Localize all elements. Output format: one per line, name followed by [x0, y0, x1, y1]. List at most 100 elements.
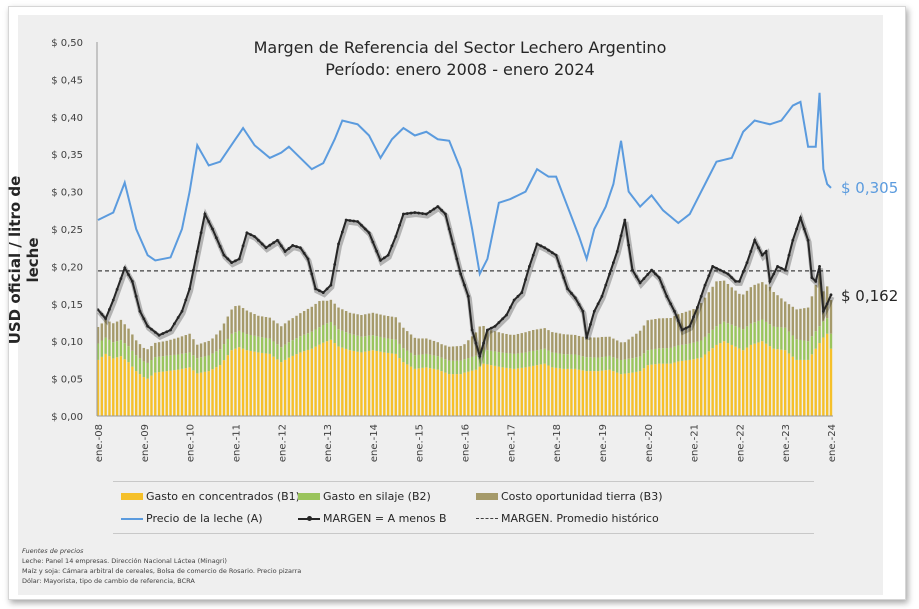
bar-b2 — [486, 350, 489, 365]
margin-point — [718, 268, 722, 272]
x-tick-label: ene.-24 — [827, 424, 838, 462]
bar-b1 — [829, 348, 833, 416]
margin-point — [111, 298, 115, 302]
margin-point — [787, 253, 791, 257]
bar-b1 — [612, 371, 615, 416]
bar-b2 — [127, 346, 130, 363]
x-tick-label: ene.-14 — [369, 424, 380, 462]
bar-b3 — [810, 296, 814, 337]
bar-b2 — [337, 329, 340, 347]
bar-b3 — [619, 342, 623, 361]
bar-b3 — [654, 319, 657, 349]
bar-b1 — [558, 368, 562, 416]
bar-b3 — [741, 294, 745, 330]
bar-b1 — [734, 346, 737, 416]
margin-point — [268, 243, 272, 247]
bar-b1 — [348, 350, 352, 416]
bar-b3 — [658, 318, 661, 349]
bar-b3 — [577, 335, 581, 356]
bar-b2 — [402, 348, 405, 363]
bar-b1 — [631, 372, 634, 416]
bar-b2 — [562, 354, 565, 369]
bar-b1 — [234, 348, 237, 416]
y-tick-label: $ 0,25 — [51, 225, 83, 236]
margin-point — [310, 272, 314, 276]
bar-b2 — [383, 337, 386, 353]
bar-b3 — [333, 303, 336, 326]
bar-b1 — [482, 363, 485, 416]
source-line: Dólar: Mayorista, tipo de cambio de refe… — [22, 577, 195, 585]
bar-b2 — [558, 353, 562, 369]
margin-point — [230, 261, 234, 265]
bar-b3 — [203, 342, 207, 357]
bar-b1 — [367, 350, 371, 416]
bar-b2 — [726, 323, 730, 344]
bar-b3 — [554, 332, 558, 353]
bar-b2 — [142, 361, 146, 378]
source-line: Maíz y soja: Cámara arbitral de cereales… — [22, 567, 302, 575]
bar-b3 — [570, 334, 573, 355]
bar-b1 — [753, 343, 756, 416]
bar-b3 — [364, 314, 367, 337]
margin-point — [737, 279, 741, 283]
margin-point — [489, 326, 493, 330]
bar-b2 — [551, 352, 554, 368]
margin-point — [466, 294, 470, 298]
margin-point — [520, 291, 524, 294]
margin-point — [157, 333, 161, 337]
margin-point — [757, 246, 760, 250]
margin-point — [604, 283, 608, 287]
bar-b1 — [146, 378, 149, 416]
bar-b3 — [367, 313, 371, 336]
bar-b2 — [421, 354, 424, 368]
bar-b3 — [295, 315, 298, 339]
bar-b3 — [428, 339, 432, 355]
margin-point — [493, 324, 497, 328]
bar-b3 — [532, 329, 535, 351]
margin-point — [161, 332, 165, 335]
margin-point — [444, 212, 447, 216]
margin-point — [192, 268, 195, 272]
margin-point — [692, 315, 695, 319]
bar-b3 — [375, 313, 378, 337]
bar-b2 — [505, 353, 508, 368]
bar-b2 — [734, 326, 737, 347]
bar-b2 — [722, 321, 726, 342]
bar-b3 — [131, 334, 134, 351]
bar-b1 — [543, 363, 546, 416]
bar-b2 — [272, 341, 275, 357]
bar-b3 — [665, 318, 669, 349]
bar-b1 — [703, 354, 707, 416]
bar-b2 — [432, 355, 436, 369]
margin-point — [818, 265, 821, 268]
bar-b1 — [627, 373, 630, 416]
bar-b3 — [776, 295, 779, 327]
bar-b2 — [574, 354, 577, 369]
x-tick-label: ene.-18 — [552, 424, 563, 462]
bar-b2 — [310, 331, 313, 349]
x-tick-label: ene.-10 — [186, 424, 197, 462]
bar-b2 — [184, 353, 188, 369]
bar-b1 — [306, 349, 310, 416]
bar-b2 — [371, 335, 375, 351]
bar-b1 — [119, 356, 123, 416]
bar-b3 — [501, 333, 504, 353]
bar-b2 — [524, 352, 527, 368]
x-tick-label: ene.-11 — [231, 424, 242, 462]
bar-b3 — [161, 341, 165, 357]
bar-b2 — [199, 357, 203, 373]
bar-b2 — [799, 339, 802, 360]
bar-b3 — [799, 308, 802, 340]
bar-b1 — [761, 341, 764, 416]
bar-b1 — [650, 364, 653, 416]
y-tick-label: $ 0,20 — [51, 262, 83, 273]
bar-b2 — [570, 354, 573, 369]
bar-b3 — [196, 344, 199, 359]
bar-b3 — [787, 304, 791, 332]
bar-b2 — [761, 319, 764, 342]
bar-b2 — [822, 321, 825, 338]
margin-point — [722, 270, 726, 274]
bar-b2 — [451, 360, 455, 375]
margin-point — [669, 302, 673, 306]
bar-b2 — [608, 355, 611, 370]
